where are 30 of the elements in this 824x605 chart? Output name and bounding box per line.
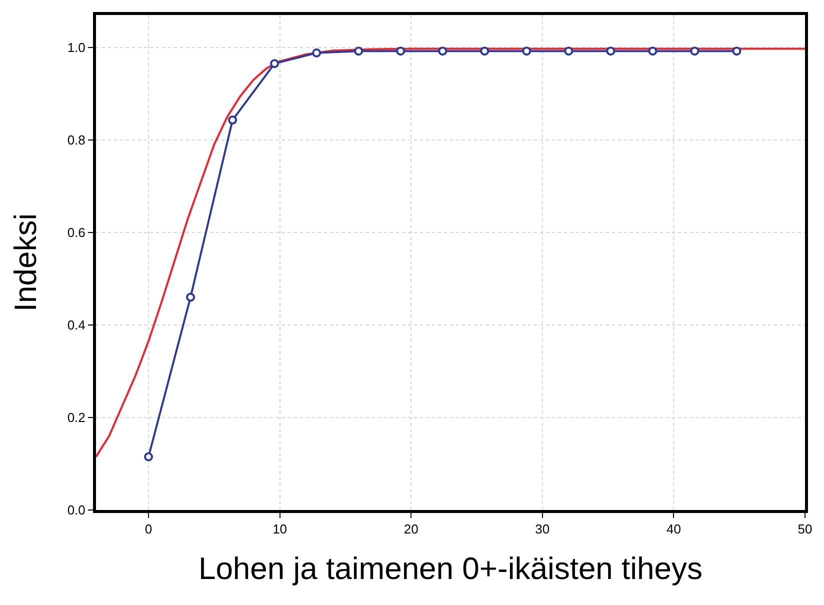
point	[354, 46, 364, 56]
x-tick-label: 10	[272, 522, 288, 537]
y-axis-title: Indeksi	[8, 213, 43, 312]
point	[270, 59, 280, 68]
x-tick-label: 30	[535, 522, 550, 537]
line-series	[96, 48, 805, 458]
point	[312, 48, 322, 58]
point	[564, 46, 574, 56]
y-tick-label: 0.4	[67, 318, 86, 332]
point	[144, 452, 154, 462]
y-tick-label: 0.2	[67, 410, 86, 426]
x-tick-label: 20	[404, 522, 418, 537]
point	[522, 46, 532, 56]
y-tick-label: 0.0	[67, 502, 86, 518]
point	[186, 292, 196, 302]
point	[480, 46, 490, 56]
y-tick-label: 0.8	[67, 132, 86, 148]
y-tick-label: 1.0	[67, 40, 86, 55]
point	[228, 116, 238, 125]
point	[648, 46, 658, 56]
point	[732, 46, 742, 56]
point	[690, 46, 700, 56]
x-tick-label: 50	[798, 522, 812, 537]
point	[396, 46, 406, 56]
point	[606, 46, 616, 56]
x-tick-label: 40	[666, 522, 681, 537]
x-tick-label: 0	[144, 522, 152, 537]
y-tick-label: 0.6	[67, 224, 86, 240]
point	[438, 46, 448, 56]
x-axis-title: Lohen ja taimenen 0+-ikäisten tiheys	[198, 550, 703, 586]
